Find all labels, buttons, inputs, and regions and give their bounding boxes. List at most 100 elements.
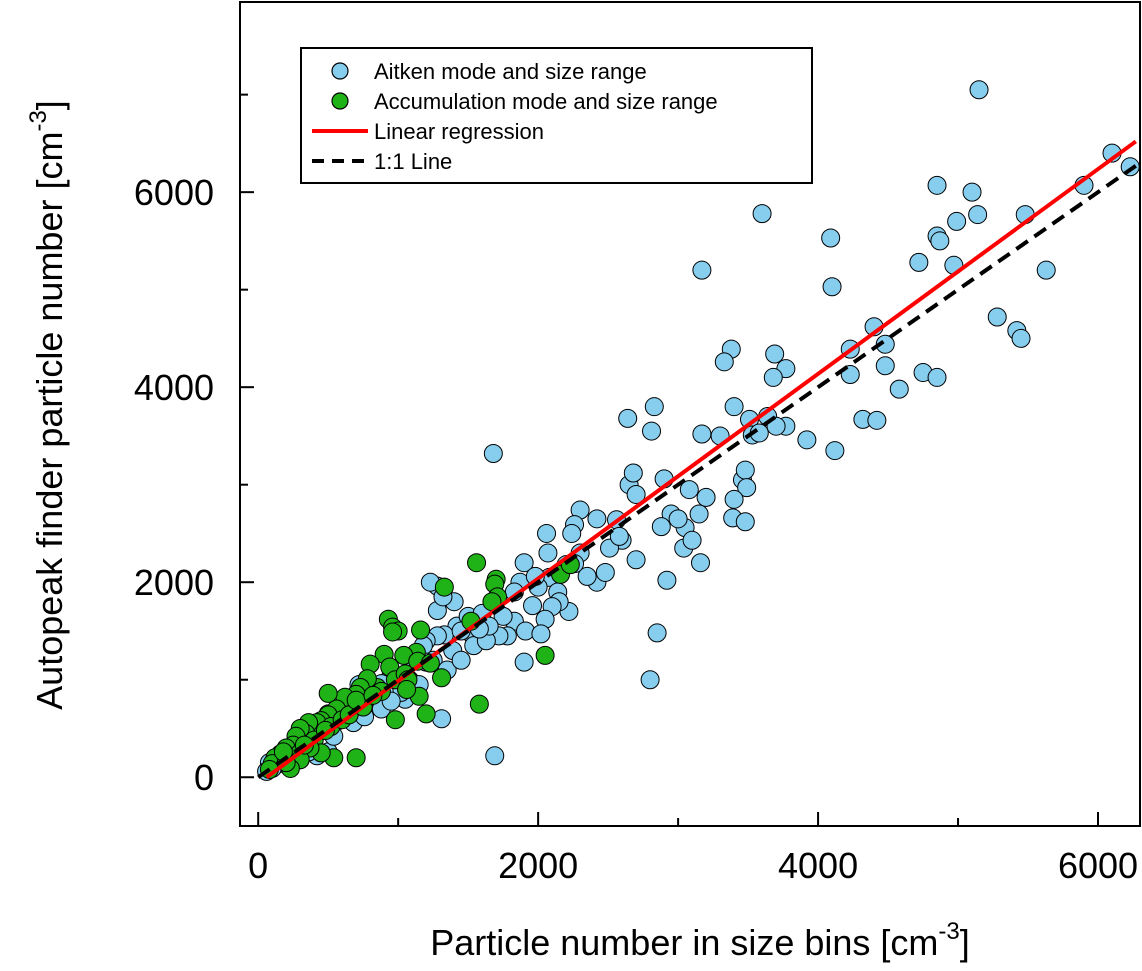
aitken-point	[822, 277, 842, 297]
regression-line	[265, 139, 1137, 779]
aitken-point	[947, 211, 967, 231]
legend-label-aitken: Aitken mode and size range	[374, 59, 647, 84]
y-tick-label: 4000	[134, 367, 214, 408]
y-axis-label-superscript: -3	[25, 110, 52, 131]
accumulation-point	[411, 620, 431, 640]
aitken-point	[724, 489, 744, 509]
aitken-point	[644, 397, 664, 417]
aitken-point	[689, 504, 709, 524]
accumulation-point	[397, 679, 417, 699]
aitken-point	[1036, 260, 1056, 280]
aitken-point	[451, 650, 471, 670]
aitken-point	[626, 484, 646, 504]
y-axis-label: Autopeak finder particle number [cm-3]	[25, 100, 70, 710]
x-tick-label: 0	[248, 845, 268, 886]
aitken-point	[927, 367, 947, 387]
y-axis-label-suffix: ]	[29, 100, 70, 110]
aitken-point	[875, 356, 895, 376]
aitken-point	[609, 526, 629, 546]
axis-ticks	[240, 93, 1100, 826]
aitken-point	[642, 421, 662, 441]
aitken-point	[909, 252, 929, 272]
aitken-point	[523, 596, 543, 616]
tick-labels: 0 2000 4000 6000 0 2000 4000 6000	[134, 172, 1138, 886]
plot-area	[257, 80, 1140, 781]
legend: Aitken mode and size range Accumulation …	[300, 47, 813, 184]
aitken-point	[765, 344, 785, 364]
aitken-point	[927, 175, 947, 195]
aitken-point	[735, 460, 755, 480]
aitken-point	[696, 487, 716, 507]
aitken-point	[962, 182, 982, 202]
aitken-point	[514, 553, 534, 573]
aitken-point	[626, 550, 646, 570]
aitken-point	[969, 80, 989, 100]
accumulation-point	[434, 577, 454, 597]
aitken-point	[682, 530, 702, 550]
x-tick-label: 6000	[1058, 845, 1138, 886]
aitken-point	[537, 523, 557, 543]
aitken-point	[752, 204, 772, 224]
aitken-point	[618, 408, 638, 428]
legend-box	[300, 47, 813, 184]
aitken-point	[647, 623, 667, 643]
x-axis-label-suffix: ]	[960, 922, 970, 963]
accumulation-point	[467, 553, 487, 573]
aitken-point	[821, 228, 841, 248]
x-tick-label: 2000	[498, 845, 578, 886]
accumulation-point	[346, 748, 366, 768]
aitken-point	[587, 509, 607, 529]
aitken-point	[538, 543, 558, 563]
accumulation-point	[432, 668, 452, 688]
aitken-point	[485, 746, 505, 766]
y-tick-label: 0	[194, 757, 214, 798]
aitken-point	[623, 463, 643, 483]
y-tick-label: 6000	[134, 172, 214, 213]
legend-marker-aitken	[331, 62, 349, 80]
aitken-point	[577, 566, 597, 586]
aitken-point	[735, 512, 755, 532]
one-to-one-line	[257, 164, 1137, 779]
aitken-point	[797, 430, 817, 450]
aitken-point	[714, 352, 734, 372]
aitken-point	[968, 205, 988, 225]
accumulation-point	[416, 704, 436, 724]
aitken-point	[763, 367, 783, 387]
aitken-point	[640, 670, 660, 690]
plot-frame	[239, 1, 1141, 827]
aitken-point	[1011, 328, 1031, 348]
aitken-point	[987, 307, 1007, 327]
aitken-point	[562, 523, 582, 543]
y-axis-label-text: Autopeak finder particle number [cm	[29, 132, 70, 710]
x-tick-label: 4000	[778, 845, 858, 886]
legend-label-accumulation: Accumulation mode and size range	[374, 89, 718, 114]
legend-label-one-to-one: 1:1 Line	[374, 149, 452, 174]
x-axis-label-text: Particle number in size bins [cm	[430, 922, 938, 963]
aitken-point	[692, 424, 712, 444]
accumulation-point	[469, 694, 489, 714]
x-axis-label-superscript: -3	[938, 918, 959, 945]
aitken-point	[867, 410, 887, 430]
aitken-point	[825, 441, 845, 461]
aitken-point	[1120, 157, 1140, 177]
accumulation-point	[535, 645, 555, 665]
aitken-point	[651, 517, 671, 537]
accumulation-point	[385, 710, 405, 730]
aitken-point	[737, 478, 757, 498]
legend-marker-accumulation	[331, 92, 349, 110]
aitken-point	[679, 480, 699, 500]
aitken-point	[516, 621, 536, 641]
aitken-point	[690, 553, 710, 573]
aitken-point	[692, 260, 712, 280]
aitken-point	[483, 443, 503, 463]
aitken-point	[595, 562, 615, 582]
y-tick-label: 2000	[134, 562, 214, 603]
aitken-point	[724, 397, 744, 417]
accumulation-point	[383, 622, 403, 642]
aitken-point	[930, 231, 950, 251]
legend-label-regression: Linear regression	[374, 119, 544, 144]
x-axis-label: Particle number in size bins [cm-3]	[430, 918, 970, 963]
accumulation-point	[318, 683, 338, 703]
aitken-point	[531, 624, 551, 644]
